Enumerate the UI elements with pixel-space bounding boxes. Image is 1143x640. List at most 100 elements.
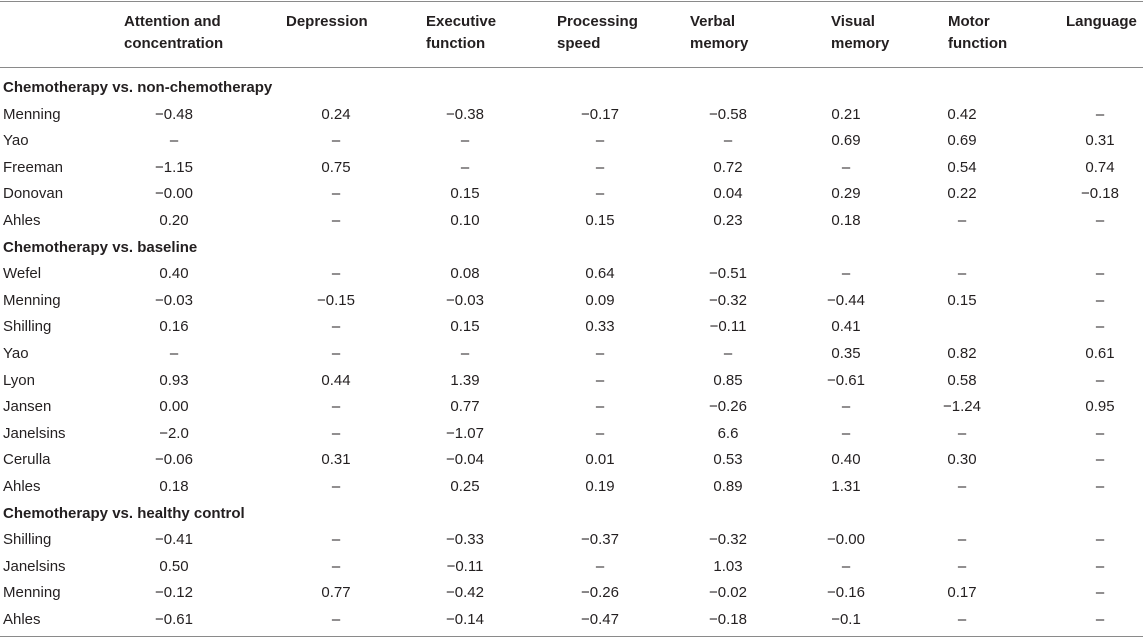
column-header-line1: Visual [831,13,875,30]
value-cell-language: 0.74 [1085,158,1115,176]
value-cell-verbal: – [723,345,733,362]
value-cell-language: – [1095,318,1105,336]
value-cell-depression: – [331,132,341,150]
value-cell-processing: 0.33 [585,318,615,336]
value-cell-attention: −0.00 [155,185,193,203]
value-cell-verbal: −0.32 [709,531,747,549]
value-cell-motor: 0.82 [947,345,977,362]
value-cell-executive: −0.14 [446,611,484,628]
column-header-attention: Attention and concentration [124,11,223,55]
value-cell-verbal: −0.32 [709,291,747,309]
value-cell-executive: 0.15 [450,185,480,203]
value-cell-motor: 0.42 [947,105,977,123]
value-cell-processing: – [595,345,605,362]
column-header-line1: Processing [557,13,638,30]
value-cell-language: – [1095,265,1105,283]
study-name: Janelsins [3,424,66,442]
value-cell-executive: – [460,158,470,176]
value-cell-language: – [1095,611,1105,628]
value-cell-motor: – [957,424,967,442]
value-cell-depression: – [331,265,341,283]
value-cell-motor: 0.15 [947,291,977,309]
value-cell-executive: −0.04 [446,451,484,469]
value-cell-attention: −0.12 [155,584,193,602]
value-cell-depression: – [331,611,341,628]
value-cell-attention: – [169,132,179,150]
value-cell-executive: −0.33 [446,531,484,549]
column-header-visual: Visual memory [831,11,889,55]
value-cell-processing: – [595,424,605,442]
value-cell-executive: −1.07 [446,424,484,442]
value-cell-language: – [1095,105,1105,123]
value-cell-depression: 0.24 [321,105,351,123]
column-header-line1: Language [1066,13,1137,30]
value-cell-visual: −0.16 [827,584,865,602]
value-cell-depression: 0.75 [321,158,351,176]
value-cell-depression: 0.77 [321,584,351,602]
column-header-line2: function [426,35,486,52]
value-cell-language: 0.61 [1085,345,1115,362]
value-cell-attention: −0.61 [155,611,193,628]
value-cell-processing: −0.47 [581,611,619,628]
value-cell-motor: – [957,557,967,575]
study-name: Freeman [3,158,64,176]
value-cell-motor: – [957,265,967,283]
value-cell-language: – [1095,584,1105,602]
value-cell-verbal: 0.53 [713,451,743,469]
value-cell-depression: – [331,424,341,442]
column-header-line2: memory [690,35,749,52]
value-cell-executive: 0.25 [450,478,480,495]
value-cell-visual: 1.31 [831,478,861,495]
value-cell-depression: – [331,318,341,336]
study-name: Shilling [3,318,52,336]
value-cell-attention: 0.00 [159,398,189,416]
column-header-line1: Executive [426,13,497,30]
value-cell-depression: −0.15 [317,291,355,309]
study-name: Ahles [3,611,41,628]
section-title: Chemotherapy vs. healthy control [3,504,245,522]
value-cell-language: – [1095,291,1105,309]
value-cell-processing: – [595,398,605,416]
value-cell-verbal: −0.51 [709,265,747,283]
column-header-line1: Verbal [690,13,736,30]
value-cell-visual: – [841,265,851,283]
column-header-verbal: Verbal memory [690,11,748,55]
value-cell-executive: 0.08 [450,265,480,283]
value-cell-visual: 0.69 [831,132,861,150]
study-name: Menning [3,584,61,602]
column-header-line1: Motor [948,13,990,30]
value-cell-visual: – [841,398,851,416]
value-cell-verbal: 0.23 [713,212,743,229]
value-cell-verbal: – [723,132,733,150]
value-cell-attention: 0.20 [159,212,189,229]
header-rule [0,67,1143,68]
value-cell-language: – [1095,424,1105,442]
value-cell-processing: 0.09 [585,291,615,309]
value-cell-visual: 0.29 [831,185,861,203]
study-name: Yao [3,345,29,362]
column-header-processing: Processing speed [557,11,638,55]
column-header-line2: function [948,35,1008,52]
value-cell-verbal: 0.04 [713,185,743,203]
value-cell-processing: – [595,185,605,203]
value-cell-verbal: −0.26 [709,398,747,416]
study-name: Jansen [3,398,52,416]
value-cell-processing: – [595,132,605,150]
value-cell-executive: 1.39 [450,371,480,389]
column-header-language: Language [1066,11,1137,33]
value-cell-attention: −0.03 [155,291,193,309]
value-cell-motor: 0.69 [947,132,977,150]
value-cell-motor: – [957,478,967,495]
value-cell-visual: – [841,424,851,442]
value-cell-processing: – [595,557,605,575]
value-cell-processing: 0.64 [585,265,615,283]
value-cell-motor: 0.22 [947,185,977,203]
value-cell-motor: – [957,212,967,229]
top-rule [0,1,1143,2]
study-name: Janelsins [3,557,66,575]
value-cell-motor: 0.17 [947,584,977,602]
value-cell-verbal: 0.89 [713,478,743,495]
value-cell-depression: – [331,212,341,229]
value-cell-attention: −0.48 [155,105,193,123]
value-cell-executive: 0.77 [450,398,480,416]
